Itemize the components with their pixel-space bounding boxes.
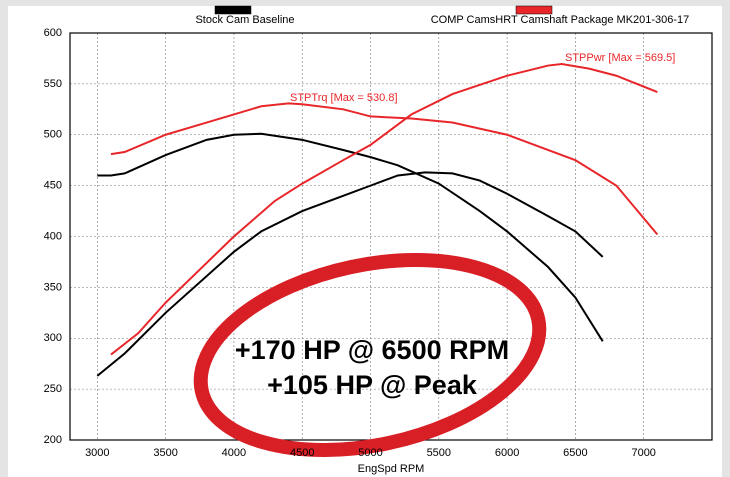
callout-line: +105 HP @ Peak [267, 370, 478, 400]
legend-label: Stock Cam Baseline [195, 14, 294, 26]
x-tick-label: 6500 [563, 447, 587, 459]
y-tick-label: 200 [44, 434, 62, 446]
x-tick-label: 6000 [495, 447, 519, 459]
x-tick-label: 7000 [631, 447, 655, 459]
x-axis-label: EngSpd RPM [358, 463, 425, 475]
y-tick-label: 600 [44, 27, 62, 39]
x-tick-label: 5000 [358, 447, 382, 459]
y-tick-label: 450 [44, 180, 62, 192]
y-tick-label: 550 [44, 78, 62, 90]
legend-swatch [516, 6, 552, 14]
x-tick-label: 3000 [85, 447, 109, 459]
callout-line: +170 HP @ 6500 RPM [235, 335, 509, 365]
y-tick-label: 250 [44, 383, 62, 395]
x-tick-label: 4500 [290, 447, 314, 459]
x-tick-label: 5500 [427, 447, 451, 459]
x-tick-label: 4000 [222, 447, 246, 459]
legend-label: COMP CamsHRT Camshaft Package MK201-306-… [431, 14, 690, 26]
annotation: STPTrq [Max = 530.8] [290, 92, 398, 104]
y-tick-label: 500 [44, 129, 62, 141]
legend-swatch [215, 6, 251, 14]
annotation: STPPwr [Max = 569.5] [565, 52, 675, 64]
chart: +170 HP @ 6500 RPM +105 HP @ Peak EngSpd… [0, 0, 730, 477]
y-tick-label: 300 [44, 332, 62, 344]
y-tick-label: 400 [44, 230, 62, 242]
x-tick-label: 3500 [153, 447, 177, 459]
chart-background [8, 6, 722, 477]
y-tick-label: 350 [44, 281, 62, 293]
